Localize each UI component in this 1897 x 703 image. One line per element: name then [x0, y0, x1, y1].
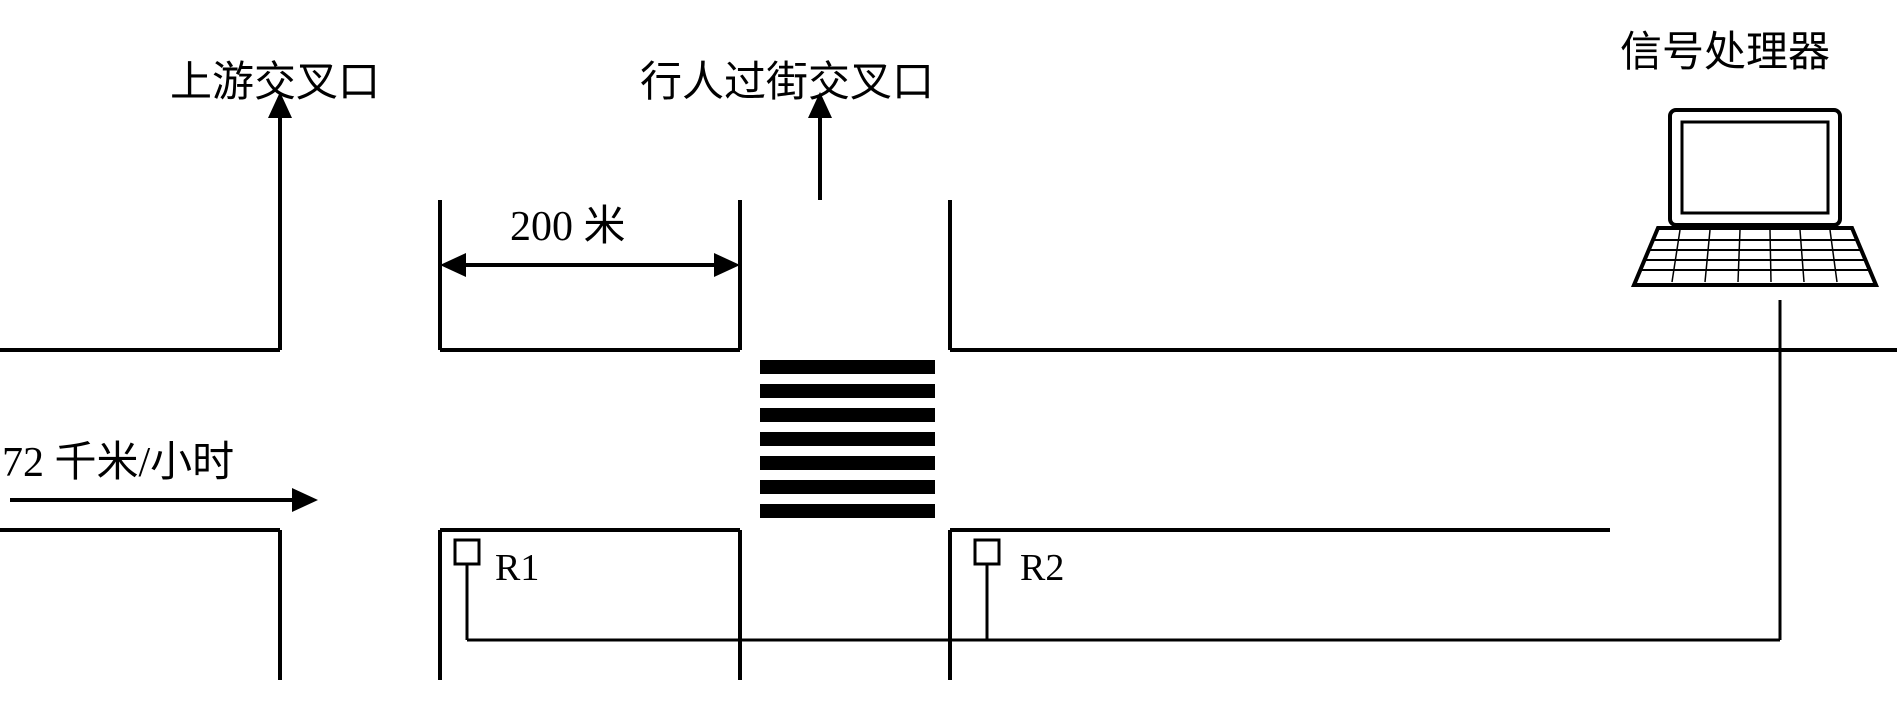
- laptop-icon: [1634, 110, 1876, 285]
- sensor-r1-icon: [455, 540, 479, 640]
- speed-arrow-icon: [10, 488, 318, 512]
- traffic-diagram: [0, 0, 1897, 703]
- upstream-arrow-icon: [268, 92, 292, 200]
- crossing-arrow-icon: [808, 92, 832, 200]
- distance-dimension-icon: [440, 253, 740, 277]
- sensor-r2-icon: [975, 540, 999, 640]
- crosswalk-icon: [760, 360, 935, 518]
